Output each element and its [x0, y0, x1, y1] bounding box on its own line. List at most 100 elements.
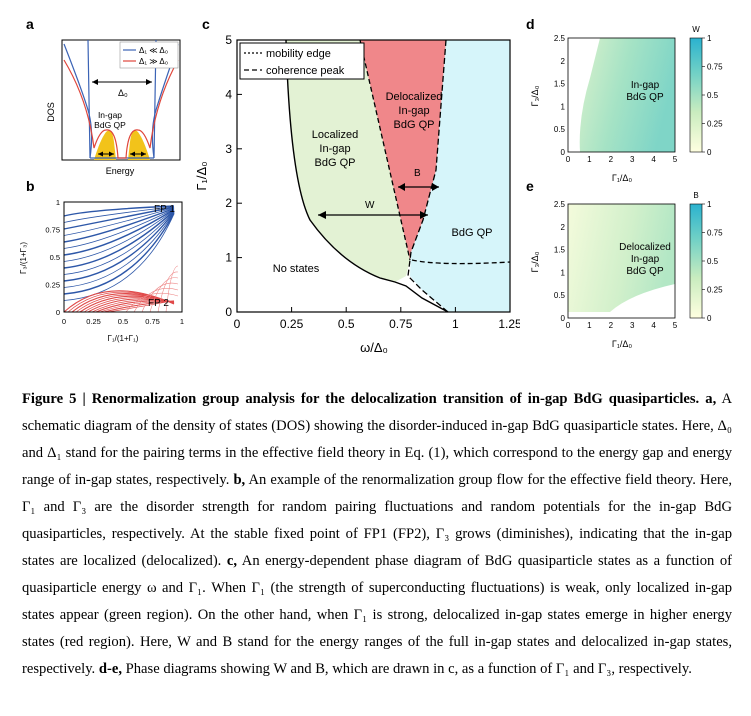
e-cbar-tick-label: 1 — [707, 200, 712, 209]
rg-flow-line-blue — [63, 208, 175, 249]
c-xtick-label: 0 — [234, 317, 241, 331]
c-xtick-label: 1.25 — [498, 317, 520, 331]
rg-flow-line-blue — [63, 209, 175, 262]
e-xtick-label: 3 — [630, 321, 635, 330]
w-label: W — [365, 200, 375, 211]
b-xtick-label: 1 — [180, 317, 184, 326]
e-cbar-tick-label: 0.75 — [707, 229, 723, 238]
panel-e-letter: e — [526, 178, 534, 194]
panel-a-dos-schematic: Δ₀ In-gap BdG QP Δ₁ ≪ Δ₀ Δ₁ ≫ Δ₀ Energy … — [46, 39, 181, 176]
e-label-1: Delocalized — [619, 242, 671, 253]
caption-a-label: a, — [705, 391, 717, 407]
label-localized-1: Localized — [312, 129, 358, 141]
label-no-states: No states — [273, 263, 320, 275]
dos-curve-red — [63, 59, 179, 159]
c-ytick-label: 1 — [225, 251, 232, 265]
ingap-fill-right — [128, 130, 150, 160]
rg-flow-line-red — [149, 277, 179, 313]
rg-flow-line-red — [157, 271, 179, 313]
c-xtick-label: 0.75 — [389, 317, 413, 331]
caption-b-text: An example of the renormalization group … — [22, 472, 732, 569]
coherence-peak-line — [407, 39, 449, 313]
b-colorbar — [689, 203, 703, 319]
d-xtick-label: 0 — [566, 155, 571, 164]
e-xtick-label: 0 — [566, 321, 571, 330]
rg-flow-line-red — [141, 282, 179, 313]
legend-a-1: Δ₁ ≪ Δ₀ — [139, 46, 168, 55]
e-cbar-tick-label: 0.25 — [707, 286, 723, 295]
c-ytick-label: 0 — [225, 305, 232, 319]
label-localized-3: BdG QP — [315, 157, 356, 169]
d-xtick-label: 4 — [651, 155, 656, 164]
figure-caption: Figure 5 | Renormalization group analysi… — [22, 386, 732, 683]
e-ytick-label: 2 — [561, 223, 566, 232]
e-label-2: In-gap — [631, 254, 660, 265]
panel-c-ylabel: Γ₁/Δ₀ — [194, 161, 209, 190]
b-ytick-label: 0 — [56, 308, 60, 317]
panel-d-letter: d — [526, 16, 535, 32]
rg-flow-line-blue — [63, 207, 175, 236]
e-cbar-tick-label: 0.5 — [707, 257, 719, 266]
e-xlabel: Γ₁/Δ₀ — [612, 339, 633, 349]
rg-flow-line-red — [133, 288, 179, 313]
label-bdg-qp: BdG QP — [452, 227, 493, 239]
panel-c-phase-diagram: W B Localized In-gap BdG QP Delocalized … — [194, 33, 520, 355]
d-cbar-title: W — [692, 25, 700, 34]
rg-flow-line-blue — [63, 212, 175, 295]
region-localized — [286, 40, 410, 282]
rg-flow-line-blue — [63, 211, 175, 282]
c-ytick-label: 4 — [225, 87, 232, 101]
panel-c-legend — [239, 42, 365, 80]
b-xtick-label: 0.5 — [118, 317, 128, 326]
d-cbar-tick-label: 0 — [707, 148, 712, 157]
d-xtick-label: 3 — [630, 155, 635, 164]
caption-c-label: c, — [226, 553, 238, 569]
ingap-fill-left — [94, 130, 116, 160]
c-xtick-label: 1 — [452, 317, 459, 331]
rg-flow-line-red — [107, 300, 175, 313]
label-localized-2: In-gap — [319, 143, 350, 155]
d-xtick-label: 5 — [673, 155, 678, 164]
e-ytick-label: 0.5 — [554, 291, 566, 300]
b-ytick-label: 0.25 — [45, 281, 60, 290]
b-heatmap — [568, 204, 675, 312]
b-ytick-label: 0.5 — [50, 253, 60, 262]
fp1-label: FP 1 — [154, 204, 175, 215]
b-xtick-label: 0.75 — [145, 317, 160, 326]
states-boundary — [285, 39, 449, 313]
c-ytick-label: 2 — [225, 196, 232, 210]
w-heatmap — [579, 38, 675, 152]
fp2-label: FP 2 — [148, 298, 169, 309]
w-colorbar — [689, 37, 703, 153]
d-label-2: BdG QP — [626, 92, 664, 103]
b-ytick-label: 1 — [56, 198, 60, 207]
e-ytick-label: 2.5 — [554, 200, 566, 209]
c-ytick-label: 5 — [225, 33, 232, 47]
c-xtick-label: 0.5 — [338, 317, 355, 331]
e-ylabel: Γ₃/Δ₀ — [530, 251, 540, 272]
e-label-3: BdG QP — [626, 266, 664, 277]
label-delocalized-3: BdG QP — [394, 119, 435, 131]
legend-a-2: Δ₁ ≫ Δ₀ — [139, 57, 168, 66]
mobility-edge-line — [359, 39, 411, 261]
panel-b-rg-flow: FP 1 FP 2 0 0.25 0.5 0.75 1 0 0.25 0.5 0.75 1 Γ₁… — [19, 198, 184, 343]
d-cbar-tick-label: 1 — [707, 34, 712, 43]
legend-mobility-edge: mobility edge — [266, 48, 331, 60]
rg-flow-line-blue — [63, 211, 175, 275]
caption-b-label: b, — [233, 472, 246, 488]
caption-c-text: An energy-dependent phase diagram of BdG… — [22, 553, 733, 677]
rg-flow-line-blue — [63, 212, 175, 288]
caption-title: Figure 5 | Renormalization group analysi… — [22, 391, 700, 407]
rg-flow-line-blue — [63, 206, 175, 223]
rg-flow-line-blue — [63, 210, 175, 269]
d-cbar-tick-label: 0.5 — [707, 91, 719, 100]
rg-flow-line-blue — [63, 206, 175, 230]
panel-d-w-diagram: In-gap BdG QP W 0 0.25 0.5 0.75 1 0 1 2 3 4 5 0 0.… — [530, 25, 723, 183]
rg-flow-lines — [63, 205, 179, 313]
d-xtick-label: 2 — [609, 155, 614, 164]
ingap-label-2: BdG QP — [94, 120, 126, 130]
c-ytick-label: 3 — [225, 142, 232, 156]
panel-a-letter: a — [26, 16, 34, 32]
rg-flow-line-blue — [63, 213, 175, 301]
d-ytick-label: 0 — [561, 148, 566, 157]
